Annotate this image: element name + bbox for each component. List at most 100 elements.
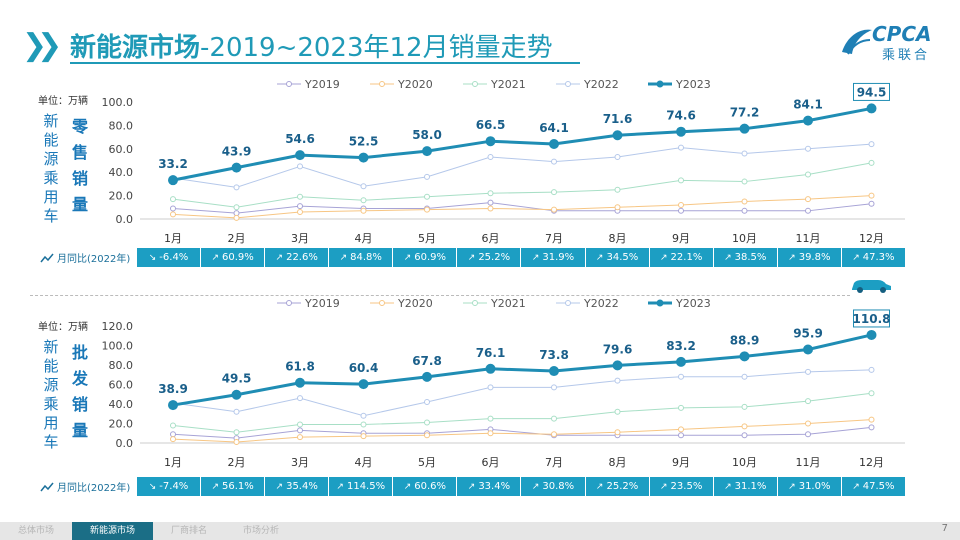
yoy-cell: ↗ 31.1% (712, 477, 777, 496)
legend-marker (472, 81, 478, 87)
legend-label: Y2021 (490, 78, 526, 91)
footer-tab[interactable]: 厂商排名 (171, 526, 208, 536)
yoy-cell: ↗ 38.5% (712, 248, 777, 267)
data-point (170, 205, 176, 212)
data-point (805, 431, 811, 438)
data-label: 84.1 (793, 98, 823, 112)
y-tick-label: 60.0 (109, 143, 134, 156)
data-point (231, 162, 242, 173)
series-line-y2019 (172, 202, 872, 214)
legend-marker (379, 81, 385, 87)
trend-arrow-icon: ↗ (275, 252, 284, 263)
data-point (678, 207, 684, 214)
yoy-cell: ↗ 35.4% (264, 477, 328, 496)
section-divider (30, 295, 850, 296)
logo-text: CPCA (872, 22, 932, 46)
data-point (868, 424, 875, 431)
data-point (678, 426, 684, 433)
x-tick-label: 7月 (545, 456, 563, 469)
x-tick-label: 9月 (672, 232, 690, 245)
data-point (295, 377, 305, 388)
data-point (297, 163, 303, 170)
yoy-value: 60.6% (414, 481, 447, 492)
yoy-cell: ↗ 60.6% (392, 477, 456, 496)
series-line-y2022 (172, 369, 872, 417)
legend-marker (565, 81, 571, 87)
data-point (741, 198, 748, 205)
data-point (739, 351, 750, 362)
footer-tab[interactable]: 市场分析 (243, 526, 280, 536)
data-point (297, 421, 303, 428)
data-point (360, 433, 367, 440)
data-point (551, 189, 557, 196)
data-label: 95.9 (793, 326, 823, 340)
x-tick-label: 7月 (545, 232, 563, 245)
data-point (678, 144, 684, 151)
x-tick-label: 12月 (859, 232, 884, 245)
data-label: 74.6 (666, 109, 696, 123)
data-point (360, 197, 367, 204)
yoy-cell: ↗ 33.4% (456, 477, 520, 496)
data-point (551, 415, 557, 422)
data-point (170, 211, 176, 218)
y-tick-label: 40.0 (109, 398, 134, 411)
y-tick-label: 60.0 (109, 379, 134, 392)
data-point (741, 432, 748, 439)
data-point (360, 421, 367, 428)
legend-label: Y2023 (675, 78, 711, 91)
y-tick-label: 0.0 (116, 437, 134, 450)
data-label: 76.1 (476, 346, 506, 360)
legend-label: Y2023 (675, 297, 711, 310)
trend-arrow-icon: ↗ (467, 481, 476, 492)
trend-arrow-icon: ↗ (275, 481, 284, 492)
yoy-cell: ↗ 47.3% (840, 248, 905, 267)
yoy-value: 47.5% (862, 481, 895, 492)
data-point (297, 193, 303, 200)
data-label: 33.2 (158, 157, 188, 171)
data-point (170, 422, 176, 429)
y-tick-label: 20.0 (109, 418, 134, 431)
series-line-y2021 (172, 162, 872, 208)
legend-label: Y2020 (397, 78, 433, 91)
data-label: 67.8 (412, 354, 442, 368)
data-point (233, 214, 240, 221)
footer-tab[interactable]: 总体市场 (18, 526, 55, 536)
data-point (551, 206, 557, 213)
data-label-box (853, 82, 890, 101)
data-point (424, 193, 430, 200)
yoy-value: 38.5% (734, 252, 767, 263)
yoy-label-retail: 月同比(2022年) (40, 250, 150, 265)
data-point (360, 207, 367, 214)
y-tick-label: 0.0 (116, 213, 134, 226)
data-point (612, 360, 623, 371)
series-line-y2023 (172, 333, 872, 407)
trend-arrow-icon: ↗ (531, 481, 540, 492)
x-tick-label: 12月 (859, 456, 884, 469)
unit-label-wholesale: 单位：万辆 (38, 322, 88, 333)
data-point (678, 432, 684, 439)
y-tick-label: 80.0 (109, 359, 134, 372)
data-point (424, 399, 430, 406)
yoy-value: 31.0% (798, 481, 831, 492)
trend-arrow-icon: ↗ (467, 252, 476, 263)
trend-icon (40, 482, 54, 491)
x-tick-label: 3月 (291, 456, 309, 469)
data-point (868, 200, 875, 207)
yoy-cell: ↗ 39.8% (776, 248, 841, 267)
yoy-value: 114.5% (346, 481, 386, 492)
data-point (614, 377, 621, 384)
yoy-value: 56.1% (222, 481, 254, 492)
yoy-cell: ↘ -6.4% (137, 248, 200, 267)
data-point (422, 371, 432, 382)
y-tick-label: 100.0 (102, 340, 134, 353)
data-point (868, 141, 875, 148)
data-point (678, 177, 684, 184)
legend-label: Y2020 (397, 297, 433, 310)
footer-tab[interactable]: 新能源市场 (72, 522, 154, 540)
data-point (487, 384, 494, 391)
data-label: 64.1 (539, 121, 569, 135)
data-point (168, 400, 178, 411)
yoy-value: 22.6% (286, 252, 318, 263)
legend-marker (565, 300, 571, 306)
yoy-value: 60.9% (222, 252, 254, 263)
